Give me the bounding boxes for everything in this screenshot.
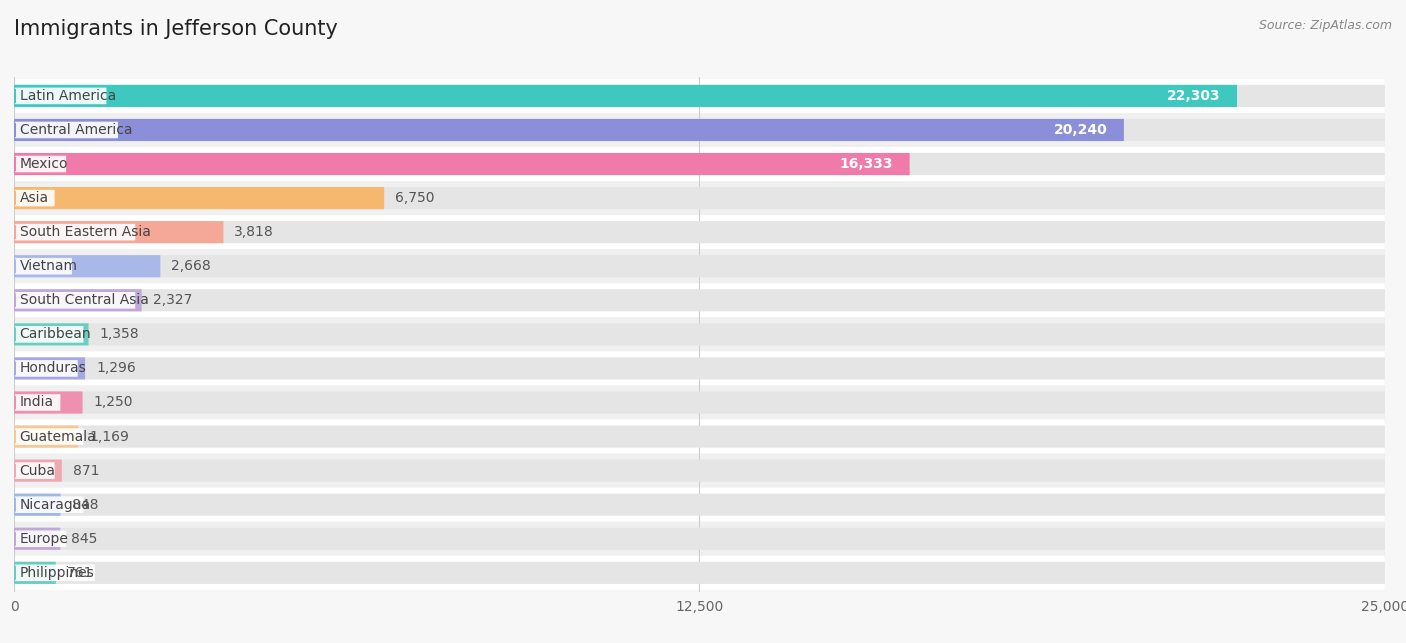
FancyBboxPatch shape	[14, 255, 1385, 277]
Text: Immigrants in Jefferson County: Immigrants in Jefferson County	[14, 19, 337, 39]
FancyBboxPatch shape	[14, 358, 1385, 379]
Text: Vietnam: Vietnam	[20, 259, 77, 273]
Text: Nicaragua: Nicaragua	[20, 498, 91, 512]
FancyBboxPatch shape	[14, 528, 1385, 550]
FancyBboxPatch shape	[15, 530, 66, 547]
Text: 2,327: 2,327	[153, 293, 193, 307]
FancyBboxPatch shape	[14, 487, 1385, 521]
FancyBboxPatch shape	[14, 562, 56, 584]
FancyBboxPatch shape	[15, 394, 60, 411]
Text: 848: 848	[72, 498, 98, 512]
FancyBboxPatch shape	[15, 326, 83, 343]
Text: Cuba: Cuba	[20, 464, 56, 478]
FancyBboxPatch shape	[14, 79, 1385, 113]
FancyBboxPatch shape	[15, 190, 55, 206]
Text: Honduras: Honduras	[20, 361, 86, 376]
FancyBboxPatch shape	[14, 181, 1385, 215]
Text: 761: 761	[66, 566, 93, 580]
FancyBboxPatch shape	[14, 556, 1385, 590]
FancyBboxPatch shape	[14, 187, 1385, 209]
FancyBboxPatch shape	[14, 494, 60, 516]
FancyBboxPatch shape	[14, 358, 86, 379]
Text: South Central Asia: South Central Asia	[20, 293, 149, 307]
FancyBboxPatch shape	[14, 187, 384, 209]
FancyBboxPatch shape	[14, 249, 1385, 284]
Text: Guatemala: Guatemala	[20, 430, 97, 444]
Text: Mexico: Mexico	[20, 157, 67, 171]
FancyBboxPatch shape	[14, 392, 1385, 413]
FancyBboxPatch shape	[14, 85, 1385, 107]
Text: 1,296: 1,296	[96, 361, 136, 376]
FancyBboxPatch shape	[14, 460, 62, 482]
FancyBboxPatch shape	[14, 392, 83, 413]
FancyBboxPatch shape	[14, 528, 60, 550]
FancyBboxPatch shape	[14, 289, 142, 311]
Text: 845: 845	[72, 532, 98, 546]
FancyBboxPatch shape	[14, 521, 1385, 556]
FancyBboxPatch shape	[14, 426, 79, 448]
FancyBboxPatch shape	[14, 85, 1237, 107]
FancyBboxPatch shape	[14, 221, 224, 243]
Text: 1,250: 1,250	[94, 395, 134, 410]
FancyBboxPatch shape	[15, 156, 66, 172]
FancyBboxPatch shape	[15, 496, 83, 513]
FancyBboxPatch shape	[14, 453, 1385, 487]
Text: 3,818: 3,818	[235, 225, 274, 239]
FancyBboxPatch shape	[14, 460, 1385, 482]
FancyBboxPatch shape	[15, 565, 96, 581]
FancyBboxPatch shape	[14, 147, 1385, 181]
FancyBboxPatch shape	[14, 351, 1385, 385]
FancyBboxPatch shape	[14, 419, 1385, 453]
FancyBboxPatch shape	[14, 215, 1385, 249]
FancyBboxPatch shape	[14, 318, 1385, 351]
Text: 1,169: 1,169	[89, 430, 129, 444]
FancyBboxPatch shape	[14, 113, 1385, 147]
Text: South Eastern Asia: South Eastern Asia	[20, 225, 150, 239]
Text: Caribbean: Caribbean	[20, 327, 91, 341]
FancyBboxPatch shape	[15, 224, 135, 240]
FancyBboxPatch shape	[14, 221, 1385, 243]
Text: India: India	[20, 395, 53, 410]
FancyBboxPatch shape	[15, 462, 55, 479]
FancyBboxPatch shape	[14, 119, 1385, 141]
Text: 22,303: 22,303	[1167, 89, 1220, 103]
Text: 871: 871	[73, 464, 100, 478]
FancyBboxPatch shape	[14, 153, 1385, 175]
FancyBboxPatch shape	[14, 426, 1385, 448]
FancyBboxPatch shape	[14, 562, 1385, 584]
FancyBboxPatch shape	[15, 428, 83, 445]
FancyBboxPatch shape	[15, 258, 72, 275]
FancyBboxPatch shape	[14, 289, 1385, 311]
FancyBboxPatch shape	[14, 255, 160, 277]
FancyBboxPatch shape	[14, 284, 1385, 318]
FancyBboxPatch shape	[14, 323, 89, 345]
Text: 2,668: 2,668	[172, 259, 211, 273]
Text: Latin America: Latin America	[20, 89, 115, 103]
FancyBboxPatch shape	[14, 494, 1385, 516]
Text: Philippines: Philippines	[20, 566, 94, 580]
Text: 6,750: 6,750	[395, 191, 434, 205]
Text: Asia: Asia	[20, 191, 49, 205]
FancyBboxPatch shape	[14, 119, 1123, 141]
FancyBboxPatch shape	[14, 385, 1385, 419]
FancyBboxPatch shape	[15, 87, 107, 104]
Text: 1,358: 1,358	[100, 327, 139, 341]
FancyBboxPatch shape	[14, 323, 1385, 345]
Text: 20,240: 20,240	[1053, 123, 1108, 137]
FancyBboxPatch shape	[14, 153, 910, 175]
FancyBboxPatch shape	[15, 360, 77, 377]
Text: Source: ZipAtlas.com: Source: ZipAtlas.com	[1258, 19, 1392, 32]
FancyBboxPatch shape	[15, 292, 135, 309]
Text: 16,333: 16,333	[839, 157, 893, 171]
FancyBboxPatch shape	[15, 122, 118, 138]
Text: Europe: Europe	[20, 532, 69, 546]
Text: Central America: Central America	[20, 123, 132, 137]
